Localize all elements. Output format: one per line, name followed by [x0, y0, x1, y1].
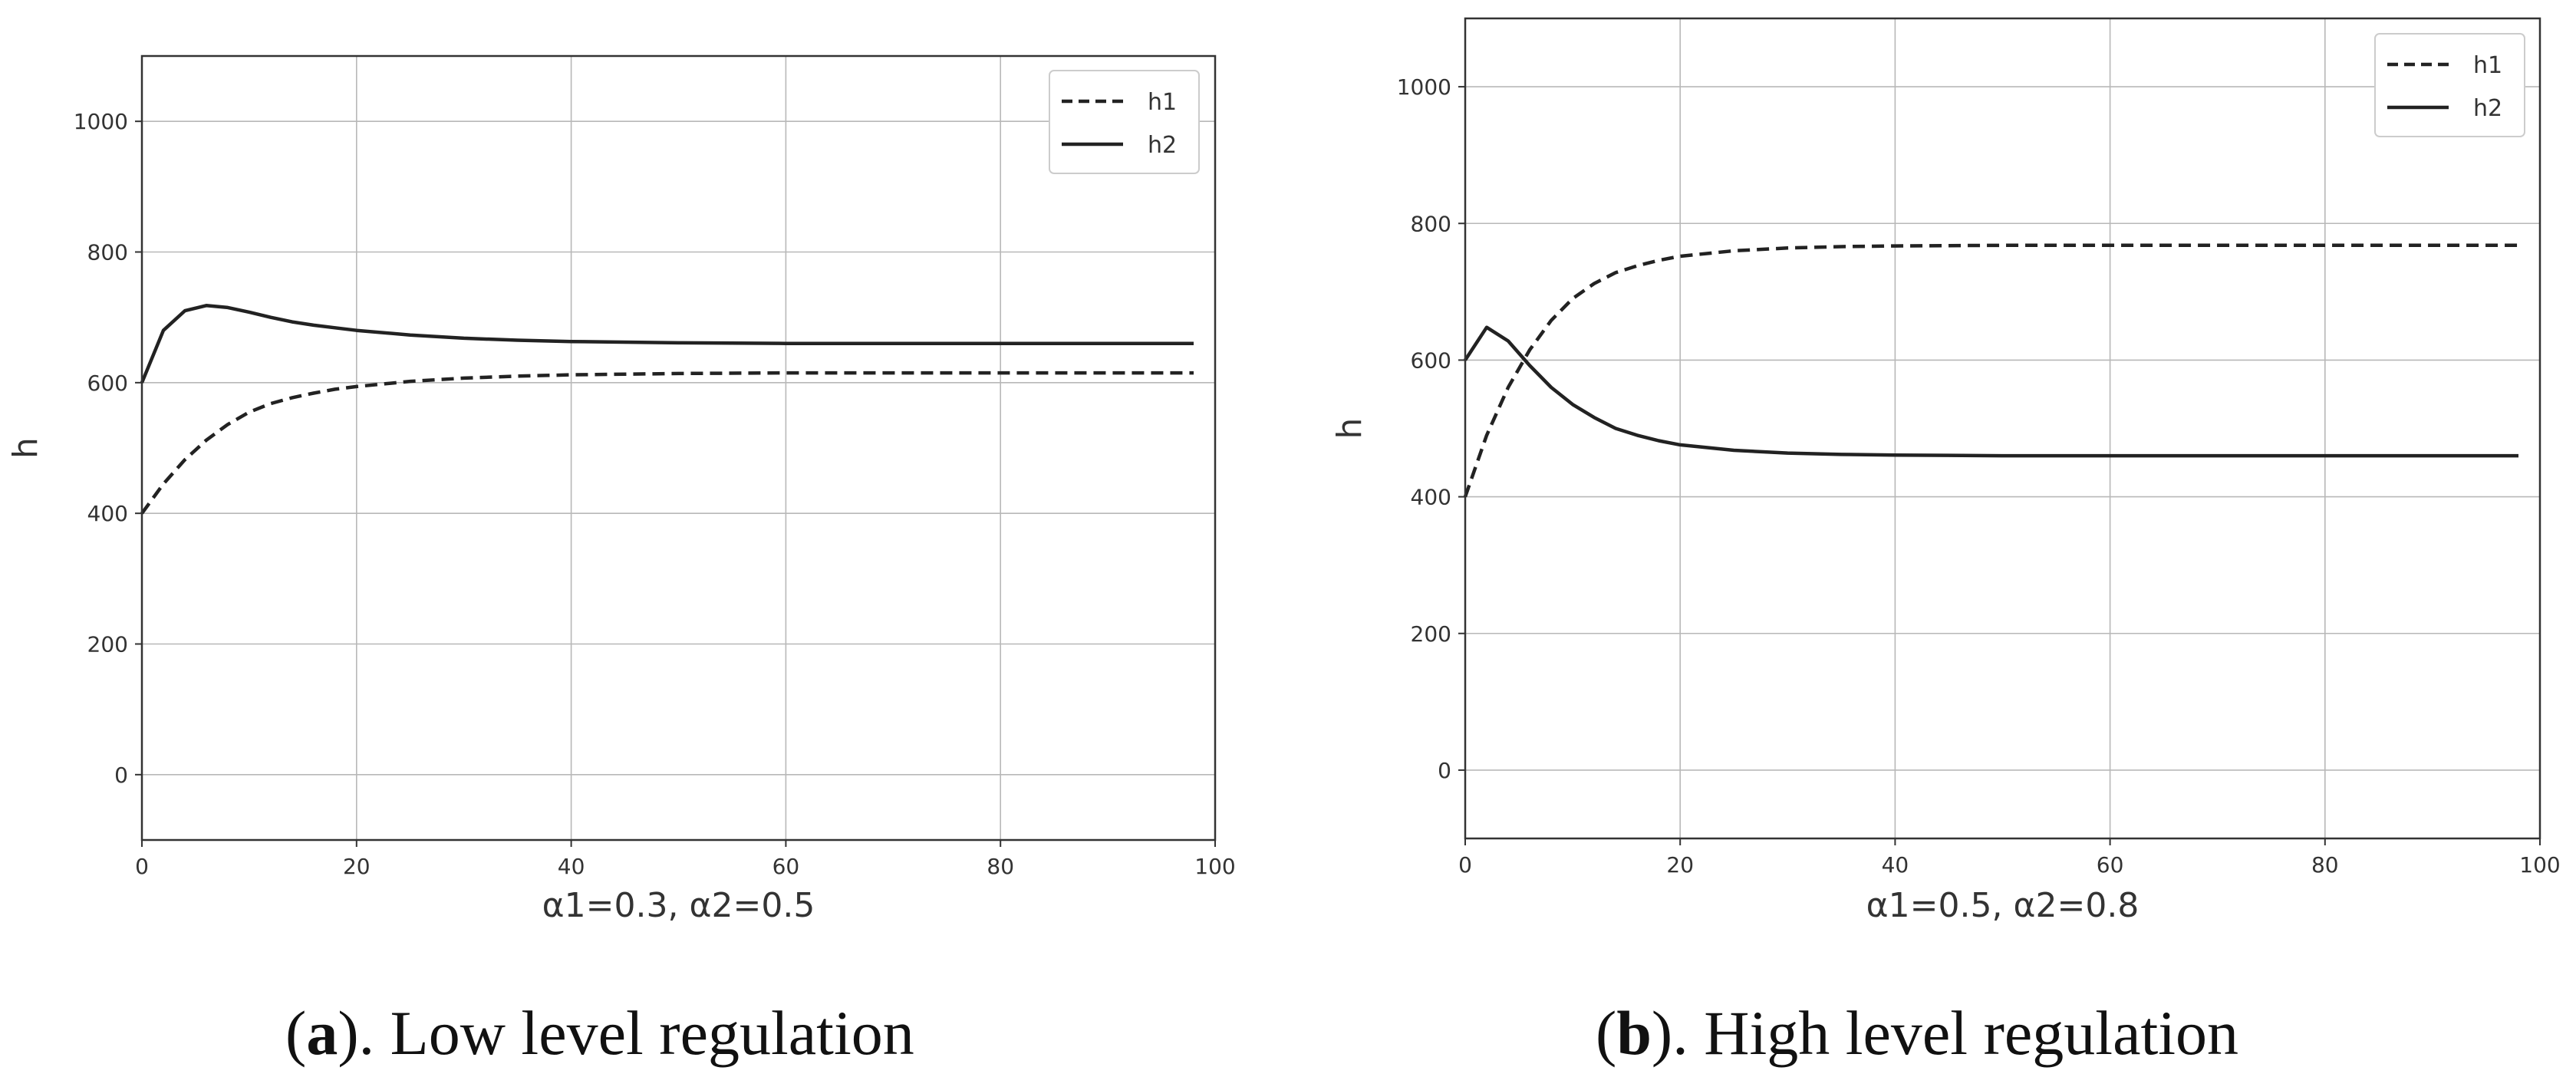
y-axis-label: h [6, 437, 45, 459]
legend-box [2374, 33, 2525, 137]
legend-label-h1: h1 [1148, 89, 1177, 116]
x-tick-label: 80 [987, 854, 1014, 879]
legend: h1 h2 [1049, 70, 1200, 174]
series-line-h2 [1464, 325, 2518, 458]
y-tick-label: 200 [1411, 621, 1451, 647]
caption-b-text: . High level regulation [1672, 998, 2239, 1068]
y-axis-label: h [1330, 418, 1369, 440]
y-tick-label: 800 [1411, 211, 1451, 236]
x-tick-label: 0 [135, 854, 149, 879]
y-tick-label: 800 [87, 240, 128, 265]
series-line-h1 [1463, 243, 2518, 498]
caption-a-letter: a [306, 998, 338, 1068]
caption-a: (a). Low level regulation [285, 998, 914, 1068]
y-tick-label: 200 [87, 632, 128, 657]
y-tick-label: 0 [114, 763, 128, 788]
x-tick-label: 40 [1882, 852, 1909, 878]
x-axis-label: α1=0.3, α2=0.5 [542, 886, 815, 925]
caption-b: (b). High level regulation [1596, 998, 2239, 1068]
legend-label-h2: h2 [1148, 132, 1177, 159]
chart-panel-b: 0 20 40 60 80 100 0 200 400 600 800 1000 α1=0.5, α2=… [1288, 0, 2576, 1087]
x-tick-label: 80 [2311, 852, 2339, 878]
y-tick-label: 400 [87, 501, 128, 526]
caption-b-letter: b [1616, 998, 1652, 1068]
x-tick-label: 40 [558, 854, 585, 879]
x-tick-label: 20 [1666, 852, 1694, 878]
y-tick-label: 1000 [74, 109, 128, 134]
x-tick-label: 60 [2097, 852, 2124, 878]
legend-label-h1: h1 [2473, 52, 2502, 79]
x-tick-label: 0 [1458, 852, 1472, 878]
x-tick-label: 60 [772, 854, 800, 879]
legend-box [1049, 70, 1200, 174]
x-tick-label: 100 [1194, 854, 1235, 879]
y-tick-label: 1000 [1397, 74, 1451, 100]
legend: h1 h2 [2374, 33, 2525, 137]
legend-label-h2: h2 [2473, 95, 2502, 122]
x-tick-label: 20 [343, 854, 371, 879]
y-tick-label: 0 [1438, 758, 1451, 783]
series-line-h1 [140, 371, 1194, 515]
plot-frame [1464, 17, 2541, 840]
caption-a-text: . Low level regulation [358, 998, 914, 1068]
series-line-h2 [140, 304, 1194, 384]
x-tick-label: 100 [2519, 852, 2560, 878]
y-tick-label: 400 [1411, 485, 1451, 510]
plot-frame [140, 54, 1217, 842]
y-tick-label: 600 [87, 371, 128, 396]
chart-panel-a: 0 20 40 60 80 100 0 200 400 600 800 1000 α1=0.3, α2=… [6, 54, 1236, 1068]
x-axis-label: α1=0.5, α2=0.8 [1866, 886, 2140, 925]
y-tick-label: 600 [1411, 348, 1451, 373]
